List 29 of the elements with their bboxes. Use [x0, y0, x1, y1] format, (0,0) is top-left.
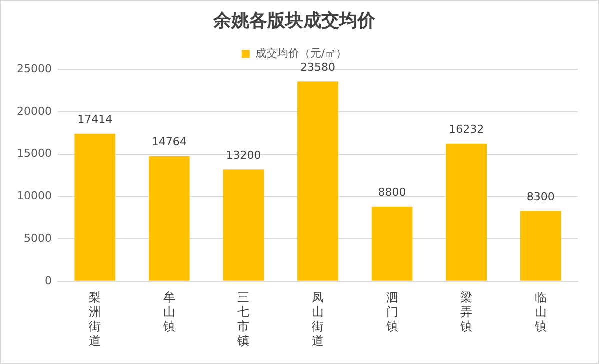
- bar: [520, 211, 562, 281]
- y-tick-label: 15000: [16, 147, 52, 160]
- y-tick-label: 0: [44, 274, 52, 288]
- legend-label: 成交均价（元/㎡）: [255, 46, 348, 60]
- x-tick-label: 泗门镇: [385, 290, 398, 334]
- y-tick-label: 5000: [24, 232, 52, 245]
- y-tick-label: 10000: [16, 190, 52, 203]
- bar: [223, 170, 264, 281]
- bar: [74, 134, 116, 281]
- y-tick-label: 25000: [16, 62, 52, 76]
- data-label: 14764: [152, 136, 187, 149]
- data-label: 8800: [378, 186, 406, 200]
- x-tick-label: 临山镇: [534, 290, 547, 334]
- x-tick-label: 梁弄镇: [460, 290, 473, 334]
- chart-title: 余姚各版块成交均价: [212, 10, 376, 32]
- data-label: 23580: [300, 60, 336, 74]
- data-label: 16232: [449, 123, 484, 136]
- bar: [148, 156, 190, 281]
- bar: [446, 144, 487, 281]
- data-label: 17414: [78, 113, 113, 126]
- bar: [372, 206, 413, 281]
- y-tick-label: 20000: [16, 104, 52, 118]
- data-label: 13200: [226, 148, 262, 162]
- x-tick-label: 三七市镇: [236, 290, 250, 348]
- data-label: 8300: [526, 190, 555, 204]
- x-tick-label: 梨洲街道: [89, 290, 102, 348]
- bar: [298, 82, 338, 281]
- x-tick-label: 牟山镇: [162, 290, 176, 334]
- x-tick-label: 凤山街道: [312, 290, 324, 348]
